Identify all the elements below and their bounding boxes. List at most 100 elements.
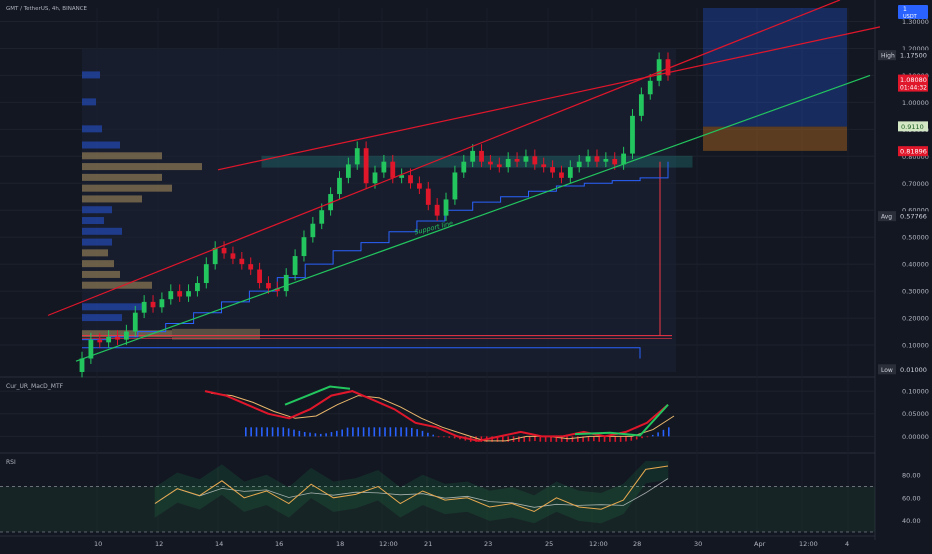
candle-body [585,156,591,162]
candle-body [195,283,200,292]
candle-body [319,210,325,224]
top-right-badge-sub: USDT [903,14,918,20]
candle-body [372,172,378,184]
macd-histogram-bar [475,436,477,442]
candle-body [159,299,165,308]
candle-body [488,161,493,165]
time-tick-label: 25 [545,540,553,548]
candle-body [567,167,573,178]
macd-histogram-bar [421,430,424,437]
candle-body [221,247,227,254]
macd-line-bullish [284,385,351,406]
macd-histogram-bar [651,434,654,437]
current-price-countdown: 01:44:32 [900,85,927,92]
candle-body [345,164,351,178]
target-price-value: 0.9110 [901,123,924,131]
macd-histogram-bar [609,436,611,442]
price-tag-kind-label: High [881,53,895,60]
symbol-title: GMT / TetherUS, 4h, BINANCE [6,6,88,12]
macd-histogram-bar [625,436,627,442]
price-tag [898,364,928,375]
macd-histogram-bar [646,436,649,438]
candle-body [115,336,120,340]
macd-histogram-bar [566,436,568,442]
time-tick-label: 23 [484,540,492,548]
candle-body [230,253,236,259]
macd-indicator-title: Cur_UR_MacD_MTF [6,383,64,390]
candle-body [665,59,671,76]
price-tick-label: 1.20000 [902,45,929,53]
macd-histogram-bar [384,427,386,437]
rsi-band [0,486,875,532]
target-price-tag [898,121,928,132]
candle-body [416,183,422,189]
resistance-zone [261,155,693,168]
macd-histogram-bar [357,427,360,437]
candle-body [523,156,529,162]
candle-body [239,258,245,265]
time-tick-label: 14 [215,540,223,548]
macd-histogram-bar [271,427,274,437]
macd-histogram-bar [555,436,558,442]
macd-histogram-bar [550,436,552,442]
price-tag-kind [878,211,896,222]
volume-profile-bar [82,173,162,181]
macd-histogram-bar [309,432,311,437]
volume-profile-bar [82,163,202,171]
time-tick-label: 18 [336,540,344,548]
macd-histogram-bar [293,429,295,437]
price-tag-value: 1.17500 [900,52,927,60]
macd-histogram-bar [346,427,349,437]
macd-histogram-bar [282,427,285,437]
candle-body [274,288,280,292]
volume-profile-bar [82,141,120,149]
macd-histogram-bar [368,427,370,437]
macd-histogram-bar [261,427,263,437]
candle-body [496,164,502,168]
candle-body [123,331,129,340]
macd-histogram-bar [443,436,445,438]
candle-body [425,188,431,205]
candle-body [559,172,564,178]
macd-histogram-bar [250,427,252,437]
support-trendline [75,74,871,362]
macd-histogram-bar [330,432,333,437]
lower-step-line [82,347,641,359]
macd-histogram-bar [507,436,509,442]
volume-profile-bar [82,303,142,311]
candle-body [612,158,618,165]
macd-tick-label: 0.05000 [902,410,929,418]
volume-profile-bar [82,206,112,214]
macd-histogram-bar [603,436,606,442]
volume-profile-bar [82,238,112,246]
candle-body [186,291,191,297]
time-tick-label: Apr [754,540,766,548]
macd-tick-label: 0.10000 [902,388,929,396]
candle-body [212,247,218,265]
time-tick-label: 12:00 [379,540,398,548]
candle-body [470,150,476,162]
macd-histogram-bar [325,433,327,437]
macd-histogram-bar [560,436,563,442]
macd-histogram-bar [373,427,376,437]
macd-histogram-bar [432,434,435,437]
range-box [82,48,676,372]
candle-body [310,223,316,238]
candle-body [328,194,334,211]
macd-histogram-bar [352,427,354,437]
macd-histogram-bar [453,436,456,439]
macd-histogram-bar [534,436,536,442]
macd-histogram-bar [410,427,413,437]
macd-histogram-bar [378,427,381,437]
candle-body [203,264,209,284]
macd-histogram-bar [571,436,574,442]
time-tick-label: 4 [845,540,849,548]
top-right-badge [898,5,928,19]
time-tick-label: 28 [633,540,641,548]
price-tick-label: 0.80000 [902,153,929,161]
macd-tick-label: 0.00000 [902,433,929,441]
time-tick-label: 10 [94,540,102,548]
macd-histogram-bar [614,436,617,442]
candle-body [408,175,413,184]
